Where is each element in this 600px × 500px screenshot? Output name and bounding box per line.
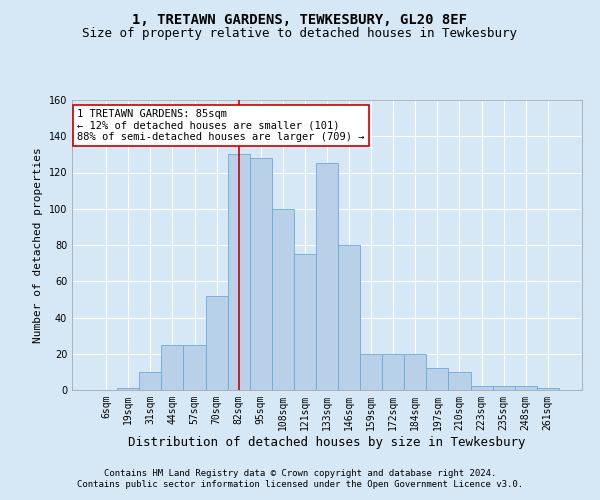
Bar [470, 386, 493, 390]
Bar [184, 344, 206, 390]
Bar [294, 254, 316, 390]
Text: Size of property relative to detached houses in Tewkesbury: Size of property relative to detached ho… [83, 28, 517, 40]
X-axis label: Distribution of detached houses by size in Tewkesbury: Distribution of detached houses by size … [128, 436, 526, 448]
Bar [227, 154, 250, 390]
Bar [338, 245, 360, 390]
Y-axis label: Number of detached properties: Number of detached properties [33, 147, 43, 343]
Text: 1 TRETAWN GARDENS: 85sqm
← 12% of detached houses are smaller (101)
88% of semi-: 1 TRETAWN GARDENS: 85sqm ← 12% of detach… [77, 108, 365, 142]
Bar [515, 386, 537, 390]
Bar [272, 209, 294, 390]
Bar [161, 344, 184, 390]
Bar [493, 386, 515, 390]
Bar [139, 372, 161, 390]
Bar [206, 296, 227, 390]
Bar [360, 354, 382, 390]
Bar [537, 388, 559, 390]
Text: Contains HM Land Registry data © Crown copyright and database right 2024.: Contains HM Land Registry data © Crown c… [104, 468, 496, 477]
Bar [382, 354, 404, 390]
Bar [316, 164, 338, 390]
Bar [448, 372, 470, 390]
Bar [404, 354, 427, 390]
Text: 1, TRETAWN GARDENS, TEWKESBURY, GL20 8EF: 1, TRETAWN GARDENS, TEWKESBURY, GL20 8EF [133, 12, 467, 26]
Bar [250, 158, 272, 390]
Bar [427, 368, 448, 390]
Bar [117, 388, 139, 390]
Text: Contains public sector information licensed under the Open Government Licence v3: Contains public sector information licen… [77, 480, 523, 489]
